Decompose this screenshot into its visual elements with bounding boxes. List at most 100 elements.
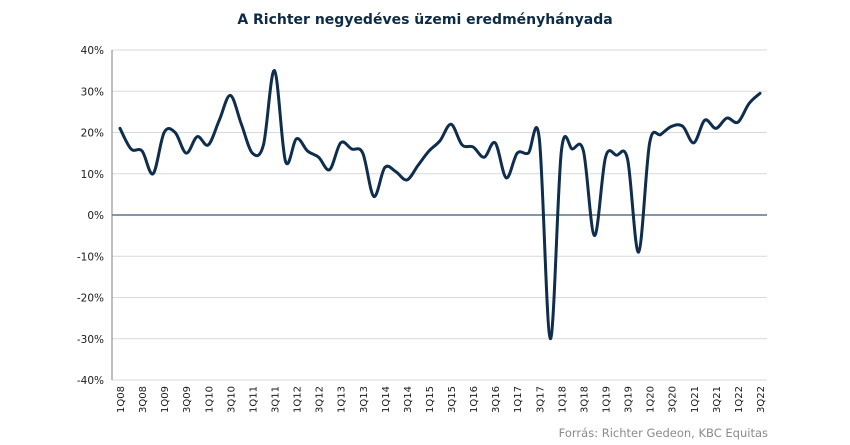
data-point-2Q10 bbox=[218, 119, 220, 121]
data-point-1Q11 bbox=[251, 152, 253, 154]
x-tick-label: 3Q22 bbox=[756, 386, 767, 413]
x-tick-label: 1Q08 bbox=[116, 386, 127, 413]
y-tick-label: -20% bbox=[77, 293, 104, 305]
x-tick-label: 1Q10 bbox=[204, 386, 215, 413]
x-tick-label: 1Q14 bbox=[381, 386, 392, 413]
data-point-2Q22 bbox=[748, 102, 750, 104]
data-point-2Q14 bbox=[395, 170, 397, 172]
x-tick-label: 3Q15 bbox=[447, 386, 458, 413]
x-tick-label: 1Q13 bbox=[337, 386, 348, 413]
x-tick-label: 3Q16 bbox=[491, 386, 502, 413]
data-point-4Q11 bbox=[284, 160, 286, 162]
x-tick-label: 3Q21 bbox=[712, 386, 723, 413]
data-point-4Q08 bbox=[152, 173, 154, 175]
x-tick-label: 3Q14 bbox=[403, 386, 414, 413]
data-point-2Q15 bbox=[439, 140, 441, 142]
y-tick-label: 40% bbox=[81, 45, 104, 57]
data-point-1Q21 bbox=[693, 142, 695, 144]
data-point-1Q16 bbox=[472, 146, 474, 148]
y-tick-label: -10% bbox=[77, 251, 104, 263]
x-tick-label: 1Q21 bbox=[690, 386, 701, 413]
y-axis-tick-labels: 40% 30% 20% 10% 0% -10% -20% -30% -40% bbox=[77, 45, 104, 387]
data-point-1Q09 bbox=[163, 131, 165, 133]
x-tick-label: 1Q09 bbox=[160, 386, 171, 413]
y-tick-label: -30% bbox=[77, 334, 104, 346]
data-point-1Q10 bbox=[207, 144, 209, 146]
y-tick-label: -40% bbox=[77, 375, 104, 387]
data-point-1Q19 bbox=[604, 156, 606, 158]
data-point-1Q12 bbox=[295, 137, 297, 139]
x-tick-label: 3Q11 bbox=[270, 386, 281, 413]
data-point-3Q22 bbox=[759, 92, 761, 94]
data-point-2Q13 bbox=[351, 148, 353, 150]
x-tick-label: 3Q18 bbox=[579, 386, 590, 413]
x-tick-label: 3Q08 bbox=[138, 386, 149, 413]
data-point-4Q14 bbox=[417, 164, 419, 166]
data-point-2Q19 bbox=[615, 154, 617, 156]
data-point-3Q18 bbox=[582, 150, 584, 152]
data-point-4Q17 bbox=[549, 338, 551, 340]
source-note: Forrás: Richter Gedeon, KBC Equitas bbox=[558, 426, 768, 440]
data-point-4Q21 bbox=[726, 117, 728, 119]
y-tick-label: 20% bbox=[81, 128, 104, 140]
data-point-4Q16 bbox=[505, 177, 507, 179]
data-point-1Q18 bbox=[560, 150, 562, 152]
data-point-1Q20 bbox=[648, 142, 650, 144]
data-point-3Q17 bbox=[538, 137, 540, 139]
x-tick-label: 1Q19 bbox=[602, 386, 613, 413]
x-tick-label: 1Q17 bbox=[513, 386, 524, 413]
y-tick-label: 30% bbox=[81, 86, 104, 98]
data-point-2Q11 bbox=[262, 144, 264, 146]
x-tick-label: 1Q16 bbox=[469, 386, 480, 413]
x-tick-label: 1Q11 bbox=[248, 386, 259, 413]
data-point-3Q12 bbox=[317, 156, 319, 158]
data-point-4Q13 bbox=[373, 195, 375, 197]
data-point-2Q21 bbox=[704, 119, 706, 121]
data-point-4Q12 bbox=[328, 168, 330, 170]
data-point-4Q09 bbox=[196, 135, 198, 137]
x-tick-label: 3Q20 bbox=[668, 386, 679, 413]
axes bbox=[111, 50, 767, 380]
data-point-1Q15 bbox=[428, 150, 430, 152]
data-point-2Q12 bbox=[306, 150, 308, 152]
data-point-1Q13 bbox=[339, 142, 341, 144]
data-point-2Q16 bbox=[483, 156, 485, 158]
data-point-1Q22 bbox=[737, 121, 739, 123]
data-point-1Q14 bbox=[384, 166, 386, 168]
data-point-4Q20 bbox=[682, 125, 684, 127]
data-point-3Q13 bbox=[362, 152, 364, 154]
data-point-4Q19 bbox=[637, 251, 639, 253]
x-tick-label: 3Q09 bbox=[182, 386, 193, 413]
data-point-2Q18 bbox=[571, 148, 573, 150]
data-point-3Q14 bbox=[406, 179, 408, 181]
data-point-3Q11 bbox=[273, 69, 275, 71]
data-point-1Q08 bbox=[119, 127, 121, 129]
data-point-2Q20 bbox=[659, 133, 661, 135]
data-point-2Q09 bbox=[174, 131, 176, 133]
data-point-3Q19 bbox=[626, 158, 628, 160]
x-tick-label: 1Q18 bbox=[557, 386, 568, 413]
x-tick-label: 3Q10 bbox=[226, 386, 237, 413]
data-point-3Q15 bbox=[450, 123, 452, 125]
x-tick-label: 1Q22 bbox=[734, 386, 745, 413]
x-tick-label: 1Q20 bbox=[646, 386, 657, 413]
y-tick-label: 0% bbox=[87, 210, 104, 222]
series-layer bbox=[118, 69, 762, 341]
data-point-1Q17 bbox=[516, 152, 518, 154]
x-tick-label: 1Q12 bbox=[293, 386, 304, 413]
x-tick-label: 3Q12 bbox=[315, 386, 326, 413]
data-point-3Q21 bbox=[715, 127, 717, 129]
data-point-3Q09 bbox=[185, 152, 187, 154]
x-tick-label: 3Q13 bbox=[359, 386, 370, 413]
data-point-2Q17 bbox=[527, 152, 529, 154]
y-tick-label: 10% bbox=[81, 169, 104, 181]
data-point-3Q20 bbox=[671, 125, 673, 127]
data-point-3Q10 bbox=[229, 94, 231, 96]
data-point-4Q15 bbox=[461, 144, 463, 146]
data-point-3Q08 bbox=[141, 150, 143, 152]
data-point-2Q08 bbox=[130, 148, 132, 150]
x-tick-label: 3Q17 bbox=[535, 386, 546, 413]
x-tick-label: 3Q19 bbox=[624, 386, 635, 413]
data-point-4Q18 bbox=[593, 234, 595, 236]
